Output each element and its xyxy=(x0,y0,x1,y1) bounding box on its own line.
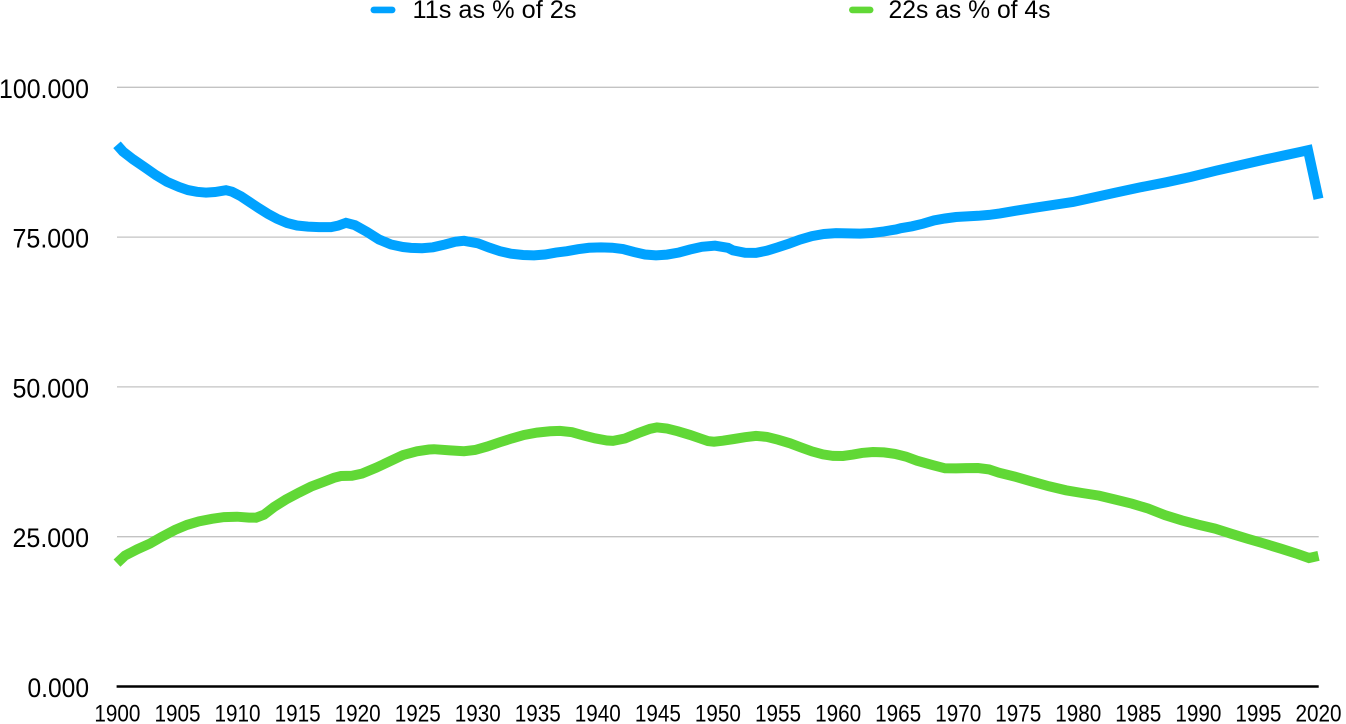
svg-text:1955: 1955 xyxy=(755,701,801,724)
svg-text:1925: 1925 xyxy=(395,701,441,724)
svg-text:1975: 1975 xyxy=(995,701,1041,724)
svg-text:1995: 1995 xyxy=(1235,701,1281,724)
svg-text:1940: 1940 xyxy=(575,701,621,724)
svg-text:100.000: 100.000 xyxy=(0,74,89,104)
svg-text:1930: 1930 xyxy=(455,701,501,724)
svg-text:2020: 2020 xyxy=(1296,701,1342,724)
svg-text:25.000: 25.000 xyxy=(13,523,90,553)
svg-text:1990: 1990 xyxy=(1175,701,1221,724)
svg-text:1970: 1970 xyxy=(935,701,981,724)
svg-text:1935: 1935 xyxy=(515,701,561,724)
svg-text:1985: 1985 xyxy=(1115,701,1161,724)
svg-text:50.000: 50.000 xyxy=(13,373,90,403)
svg-text:1965: 1965 xyxy=(875,701,921,724)
svg-text:1980: 1980 xyxy=(1055,701,1101,724)
svg-text:0.000: 0.000 xyxy=(28,673,90,703)
svg-text:1945: 1945 xyxy=(635,701,681,724)
svg-text:1900: 1900 xyxy=(94,701,140,724)
svg-text:75.000: 75.000 xyxy=(13,224,90,254)
svg-text:1905: 1905 xyxy=(155,701,201,724)
svg-text:1910: 1910 xyxy=(215,701,261,724)
svg-text:11s as % of 2s: 11s as % of 2s xyxy=(413,0,577,24)
svg-text:1920: 1920 xyxy=(335,701,381,724)
svg-text:1960: 1960 xyxy=(815,701,861,724)
svg-text:22s as % of 4s: 22s as % of 4s xyxy=(889,0,1051,24)
svg-text:1915: 1915 xyxy=(275,701,321,724)
svg-text:1950: 1950 xyxy=(695,701,741,724)
